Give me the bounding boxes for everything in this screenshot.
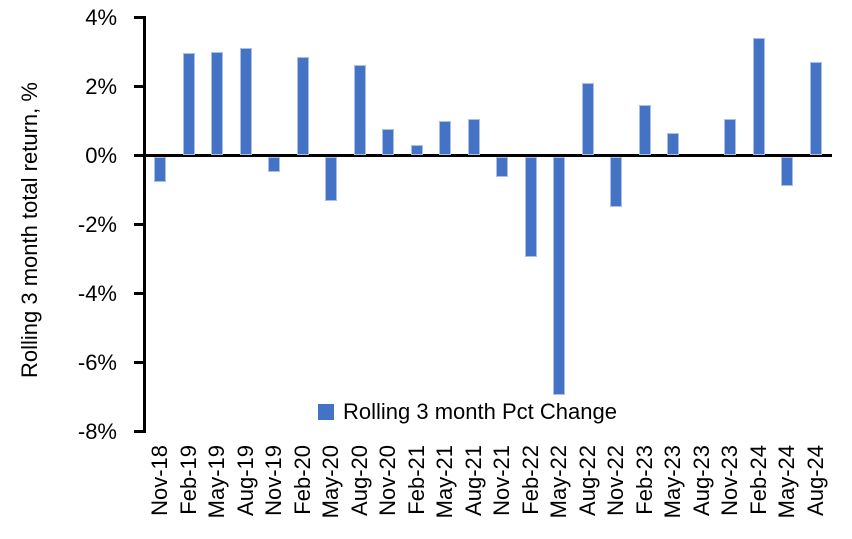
bar-Feb-22 — [524, 156, 537, 257]
x-axis-label: Feb-20 — [289, 445, 315, 515]
y-tick-mark — [134, 84, 146, 88]
y-tick-mark — [134, 15, 146, 19]
x-axis-label: May-19 — [204, 445, 230, 519]
bar-Feb-23 — [638, 104, 651, 155]
y-tick-label: 2% — [85, 74, 117, 99]
y-tick-label: -8% — [77, 419, 117, 444]
y-tick-label: -4% — [77, 281, 117, 306]
x-axis-label: Feb-22 — [517, 445, 543, 515]
bar-Feb-24 — [752, 37, 765, 155]
bar-May-20 — [325, 156, 338, 202]
bar-Aug-22 — [581, 82, 594, 155]
y-tick-label: -6% — [77, 350, 117, 375]
bar-May-22 — [553, 156, 566, 395]
y-tick-mark — [134, 360, 146, 364]
bar-May-19 — [211, 51, 224, 155]
bar-May-24 — [781, 156, 794, 186]
x-axis-label: May-22 — [546, 445, 572, 519]
bar-May-23 — [667, 132, 680, 155]
x-axis-label: May-20 — [318, 445, 344, 519]
y-tick-label: 4% — [85, 5, 117, 30]
x-axis-label: Nov-20 — [375, 445, 401, 516]
x-axis-label: Feb-24 — [745, 445, 771, 515]
x-axis-label: Aug-21 — [460, 445, 486, 516]
x-axis-label: Feb-19 — [175, 445, 201, 515]
x-axis-label: Nov-19 — [261, 445, 287, 516]
bar-Aug-21 — [467, 118, 480, 155]
bar-Feb-19 — [182, 53, 195, 155]
y-tick-mark — [134, 222, 146, 226]
x-axis-label: Aug-20 — [346, 445, 372, 516]
bar-Aug-19 — [239, 48, 252, 155]
y-tick-label: -2% — [77, 212, 117, 237]
x-axis-label: Nov-22 — [603, 445, 629, 516]
bar-Nov-23 — [724, 118, 737, 155]
x-axis-label: Feb-21 — [403, 445, 429, 515]
bar-Nov-22 — [610, 156, 623, 207]
x-axis-label: Feb-23 — [631, 445, 657, 515]
zero-axis-line — [143, 153, 832, 157]
bar-Feb-20 — [296, 56, 309, 155]
bar-Feb-21 — [410, 144, 423, 155]
legend: Rolling 3 month Pct Change — [318, 401, 617, 423]
x-axis-label: Nov-23 — [717, 445, 743, 516]
x-axis-label: Nov-21 — [489, 445, 515, 516]
bar-Aug-20 — [353, 65, 366, 155]
x-axis-label: May-24 — [774, 445, 800, 519]
bar-Nov-20 — [382, 129, 395, 155]
bar-May-21 — [439, 120, 452, 155]
bar-Nov-18 — [154, 156, 167, 183]
x-axis-label: Aug-22 — [574, 445, 600, 516]
bar-Nov-19 — [268, 156, 281, 173]
x-axis-label: May-23 — [660, 445, 686, 519]
x-axis-label: Aug-24 — [802, 445, 828, 516]
bar-Aug-24 — [809, 61, 822, 155]
y-tick-mark — [134, 153, 146, 157]
legend-swatch-icon — [318, 404, 334, 420]
x-axis-label: Aug-19 — [232, 445, 258, 516]
y-tick-mark — [134, 291, 146, 295]
y-tick-mark — [134, 429, 146, 433]
x-axis-label: May-21 — [432, 445, 458, 519]
legend-label: Rolling 3 month Pct Change — [343, 399, 617, 424]
x-axis-label: Aug-23 — [688, 445, 714, 516]
bar-Nov-21 — [496, 156, 509, 178]
x-axis-label: Nov-18 — [147, 445, 173, 516]
y-tick-label: 0% — [85, 143, 117, 168]
